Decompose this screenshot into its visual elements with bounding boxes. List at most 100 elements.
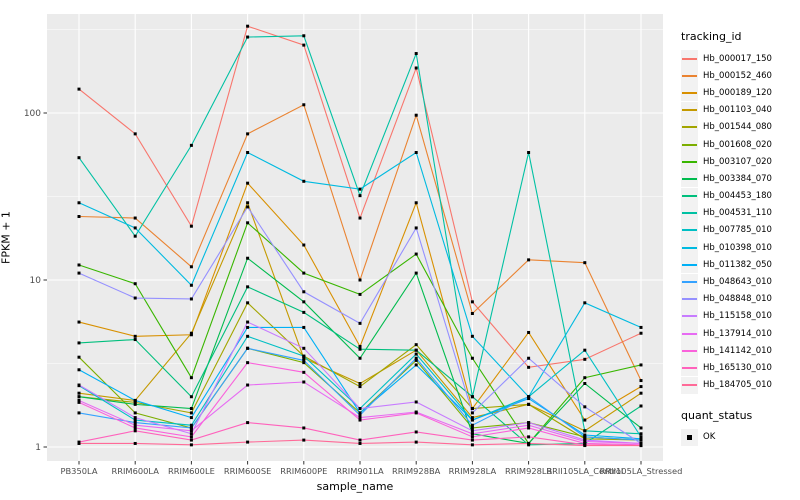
data-point	[133, 296, 137, 300]
legend-label: Hb_004453_180	[703, 191, 772, 202]
data-point	[583, 429, 587, 433]
legend-key	[681, 428, 698, 446]
x-tick-label: RRIM928LA	[449, 466, 497, 476]
data-point	[246, 346, 250, 350]
data-point	[77, 400, 81, 404]
x-tick-label: RRIM901LA	[336, 466, 384, 476]
data-point	[583, 444, 587, 448]
legend-title-tracking-id: tracking_id	[681, 30, 742, 43]
legend-entry-Hb_001544_080: Hb_001544_080	[681, 118, 800, 136]
legend-key-line	[682, 160, 697, 163]
data-point	[302, 346, 306, 350]
data-point	[77, 441, 81, 445]
legend-key-line	[682, 109, 697, 112]
x-tick-label: RRII105LA_Control	[546, 466, 623, 476]
data-point	[133, 411, 137, 415]
data-point	[133, 423, 137, 427]
data-point	[133, 402, 137, 406]
legend-key-line	[682, 332, 697, 335]
data-point	[470, 416, 474, 420]
data-point	[189, 429, 193, 433]
data-point	[189, 411, 193, 415]
data-point	[414, 440, 418, 444]
legend-entry-Hb_000152_460: Hb_000152_460	[681, 67, 800, 85]
data-point	[302, 438, 306, 442]
data-point	[77, 215, 81, 219]
data-point	[639, 435, 643, 439]
data-point	[133, 426, 137, 430]
legend-label: OK	[703, 432, 716, 443]
x-tick-label: RRIM600SE	[224, 466, 271, 476]
x-tick-label: RRIM928BA	[392, 466, 441, 476]
data-point	[527, 397, 531, 401]
data-point	[414, 151, 418, 155]
legend-entry-Hb_165130_010: Hb_165130_010	[681, 359, 800, 377]
legend-entry-Hb_000189_120: Hb_000189_120	[681, 84, 800, 102]
plot-panel	[47, 14, 663, 461]
data-point	[358, 407, 362, 411]
x-tick-label: RRIM600LA	[111, 466, 159, 476]
data-point	[470, 423, 474, 427]
data-point	[470, 411, 474, 415]
data-point	[583, 357, 587, 361]
legend-key	[681, 325, 698, 343]
legend-entry-quant-OK: OK	[681, 428, 800, 446]
legend-label: Hb_048643_010	[703, 277, 772, 288]
data-point	[302, 243, 306, 247]
y-tick-label: 10	[30, 276, 42, 286]
data-point	[77, 263, 81, 267]
data-point	[583, 261, 587, 265]
data-point	[246, 151, 250, 155]
data-point	[583, 376, 587, 380]
data-point	[414, 352, 418, 356]
data-point	[133, 334, 137, 338]
data-point	[470, 300, 474, 304]
data-point	[414, 430, 418, 434]
data-point	[639, 444, 643, 448]
data-point	[527, 402, 531, 406]
data-point	[470, 334, 474, 338]
data-point	[246, 325, 250, 329]
y-tick-label: 100	[24, 109, 41, 119]
data-point	[302, 370, 306, 374]
data-point	[77, 368, 81, 372]
legend-label: Hb_000189_120	[703, 87, 772, 98]
data-point	[414, 363, 418, 367]
data-point	[189, 297, 193, 301]
data-point	[470, 426, 474, 430]
data-point	[527, 151, 531, 155]
legend-key	[681, 290, 698, 308]
data-point	[246, 440, 250, 444]
data-point	[77, 355, 81, 359]
legend-key-point	[687, 435, 692, 440]
data-point	[414, 201, 418, 205]
data-point	[583, 405, 587, 409]
data-point	[358, 278, 362, 282]
data-point	[246, 35, 250, 39]
legend-title-quant-status: quant_status	[681, 408, 753, 422]
data-point	[189, 143, 193, 147]
data-point	[358, 382, 362, 386]
data-point	[246, 24, 250, 28]
legend-entry-Hb_184705_010: Hb_184705_010	[681, 376, 800, 394]
data-point	[358, 347, 362, 351]
y-axis-title: FPKM + 1	[0, 211, 13, 264]
legend-key-line	[682, 212, 697, 215]
data-point	[189, 376, 193, 380]
data-point	[639, 363, 643, 367]
data-point	[527, 356, 531, 360]
legend-key-line	[682, 57, 697, 60]
data-point	[302, 356, 306, 360]
data-point	[358, 356, 362, 360]
legend-key	[681, 118, 698, 136]
data-point	[77, 398, 81, 402]
legend-key-line	[682, 143, 697, 146]
legend-label: Hb_003107_020	[703, 156, 772, 167]
data-point	[77, 271, 81, 275]
data-point	[470, 443, 474, 447]
data-point	[77, 383, 81, 387]
data-point	[133, 226, 137, 230]
data-point	[246, 181, 250, 185]
data-point	[302, 325, 306, 329]
data-point	[358, 194, 362, 198]
